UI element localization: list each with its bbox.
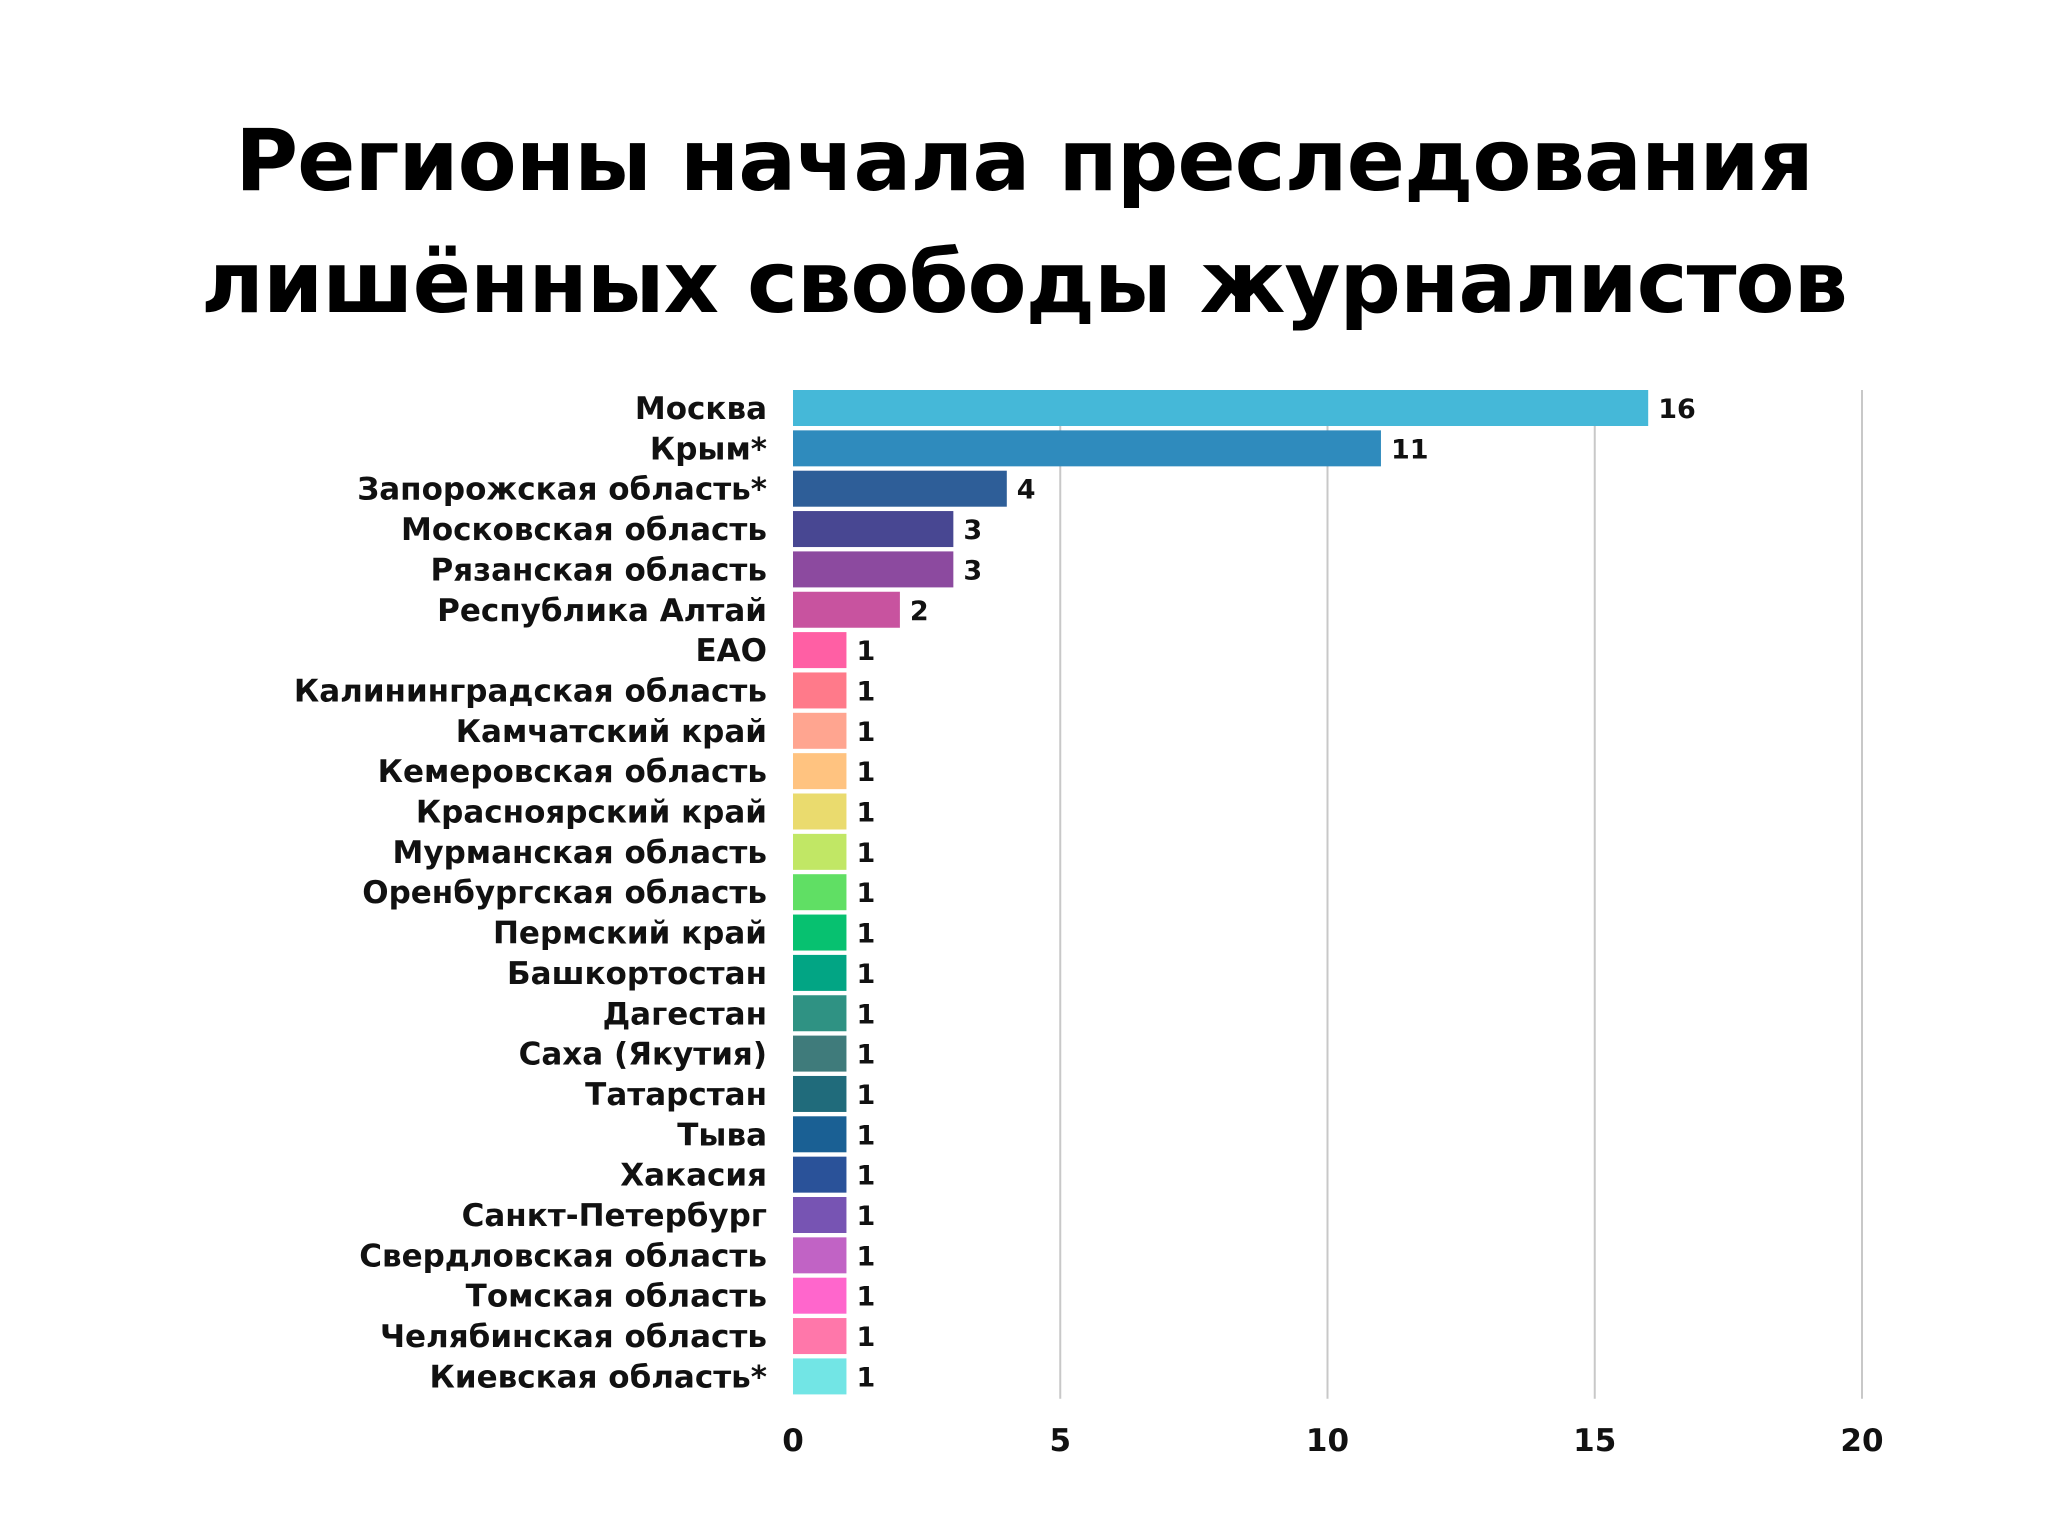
value-label: 16 [1658, 394, 1696, 425]
value-label: 1 [856, 676, 875, 707]
category-label: Челябинская область [380, 1319, 767, 1355]
value-label: 1 [856, 1282, 875, 1313]
category-label: Санкт-Петербург [462, 1198, 767, 1234]
bar-19 [793, 1116, 847, 1153]
category-label: Кемеровская область [378, 754, 767, 790]
category-label: Киевская область* [430, 1359, 767, 1395]
bar-23 [793, 1277, 847, 1314]
gridlines [1059, 390, 1863, 1399]
value-label: 3 [963, 555, 982, 586]
x-tick-label-15: 15 [1573, 1423, 1616, 1459]
bar-18 [793, 1075, 847, 1112]
value-label: 1 [856, 878, 875, 909]
bar-22 [793, 1237, 847, 1274]
bar-4 [793, 511, 954, 548]
category-label: Мурманская область [393, 835, 767, 871]
category-label: Красноярский край [416, 795, 767, 831]
value-label: 3 [963, 515, 982, 546]
value-label: 1 [856, 1201, 875, 1232]
category-label: Камчатский край [456, 714, 767, 750]
category-label: Дагестан [603, 996, 767, 1032]
bar-24 [793, 1318, 847, 1355]
category-label: Саха (Якутия) [519, 1037, 767, 1073]
chart-title-line-1: Регионы начала преследования [235, 111, 1814, 211]
value-label: 1 [856, 1120, 875, 1151]
value-label: 1 [856, 1161, 875, 1192]
bar-3 [793, 470, 1007, 507]
value-label: 1 [856, 1322, 875, 1353]
value-label: 1 [856, 1362, 875, 1393]
value-label: 1 [856, 757, 875, 788]
category-label: Хакасия [620, 1158, 767, 1194]
value-label: 1 [856, 959, 875, 990]
bar-9 [793, 712, 847, 749]
value-label: 1 [856, 1080, 875, 1111]
x-tick-label-10: 10 [1306, 1423, 1349, 1459]
category-label: Москва [635, 391, 767, 427]
category-label: Рязанская область [430, 552, 767, 588]
category-label: Пермский край [493, 916, 767, 952]
category-label: Свердловская область [359, 1238, 767, 1274]
bar-2 [793, 430, 1381, 467]
bar-5 [793, 551, 954, 588]
value-label: 1 [856, 798, 875, 829]
value-label: 1 [856, 919, 875, 950]
value-label: 1 [856, 717, 875, 748]
bar-14 [793, 914, 847, 951]
value-label: 2 [910, 596, 929, 627]
category-label: Крым* [650, 431, 767, 467]
value-label: 1 [856, 1241, 875, 1272]
value-label: 1 [856, 838, 875, 869]
bar-10 [793, 753, 847, 790]
bar-1 [793, 390, 1649, 426]
category-label: Оренбургская область [362, 875, 767, 911]
category-label: Башкортостан [507, 956, 767, 992]
bar-6 [793, 591, 900, 628]
bar-7 [793, 632, 847, 669]
category-label: Тыва [677, 1117, 767, 1153]
x-axis-ticks: 0 5 10 15 20 [782, 1423, 1883, 1459]
category-label: Калининградская область [294, 673, 767, 709]
value-label: 4 [1017, 475, 1036, 506]
bar-25 [793, 1358, 847, 1395]
bar-17 [793, 1035, 847, 1072]
category-labels: Москва Крым* Запорожская область* Московска… [294, 391, 767, 1395]
x-tick-label-0: 0 [782, 1423, 804, 1459]
value-label: 1 [856, 999, 875, 1030]
x-tick-label-5: 5 [1049, 1423, 1071, 1459]
category-label: ЕАО [695, 633, 767, 669]
bar-12 [793, 833, 847, 870]
value-label: 11 [1391, 434, 1429, 465]
chart-title: Регионы начала преследования лишённых св… [0, 100, 2048, 344]
bar-16 [793, 995, 847, 1032]
bar-20 [793, 1156, 847, 1193]
chart-title-line-2: лишённых свободы журналистов [201, 233, 1848, 333]
category-label: Татарстан [585, 1077, 767, 1113]
value-label: 1 [856, 1040, 875, 1071]
category-label: Запорожская область* [357, 472, 767, 508]
bar-13 [793, 874, 847, 911]
x-tick-label-20: 20 [1840, 1423, 1883, 1459]
bar-15 [793, 954, 847, 991]
bar-11 [793, 793, 847, 830]
bar-8 [793, 672, 847, 709]
value-label: 1 [856, 636, 875, 667]
category-label: Томская область [466, 1279, 767, 1315]
category-label: Московская область [401, 512, 767, 548]
bar-21 [793, 1197, 847, 1233]
bars [793, 390, 1649, 1395]
category-label: Республика Алтай [437, 593, 767, 629]
